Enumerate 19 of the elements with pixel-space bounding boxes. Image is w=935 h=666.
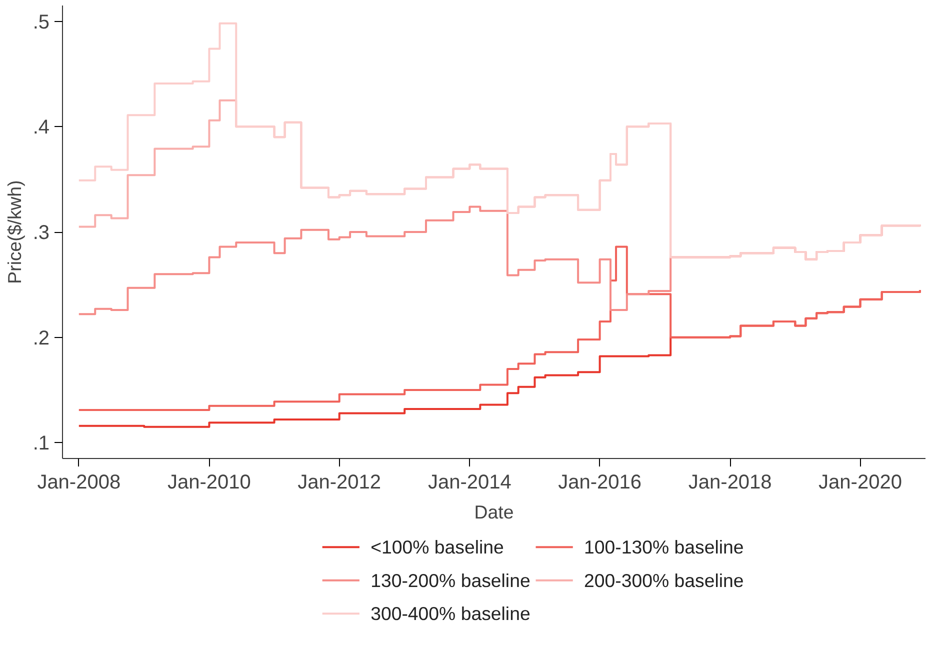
y-axis-title: Price($/kwh) — [4, 180, 25, 284]
legend-label: 130-200% baseline — [370, 570, 530, 591]
legend-label: 200-300% baseline — [584, 570, 744, 591]
y-tick-label: .4 — [32, 116, 50, 139]
legend-label: 300-400% baseline — [370, 603, 530, 624]
y-tick-label: .3 — [32, 222, 50, 244]
x-tick-label: Jan-2008 — [37, 472, 121, 494]
x-tick-label: Jan-2012 — [298, 472, 382, 494]
y-tick-label: .1 — [32, 432, 50, 455]
legend-label: 100-130% baseline — [584, 536, 744, 558]
x-tick-label: Jan-2014 — [428, 472, 512, 494]
x-tick-label: Jan-2010 — [168, 472, 251, 494]
x-tick-label: Jan-2016 — [558, 472, 642, 494]
x-tick-label: Jan-2018 — [688, 472, 772, 494]
y-tick-label: .2 — [32, 327, 50, 350]
x-axis-title: Date — [474, 502, 514, 522]
x-tick-label: Jan-2020 — [818, 472, 902, 494]
y-tick-label: .5 — [32, 11, 50, 34]
legend-label: <100% baseline — [370, 536, 504, 558]
